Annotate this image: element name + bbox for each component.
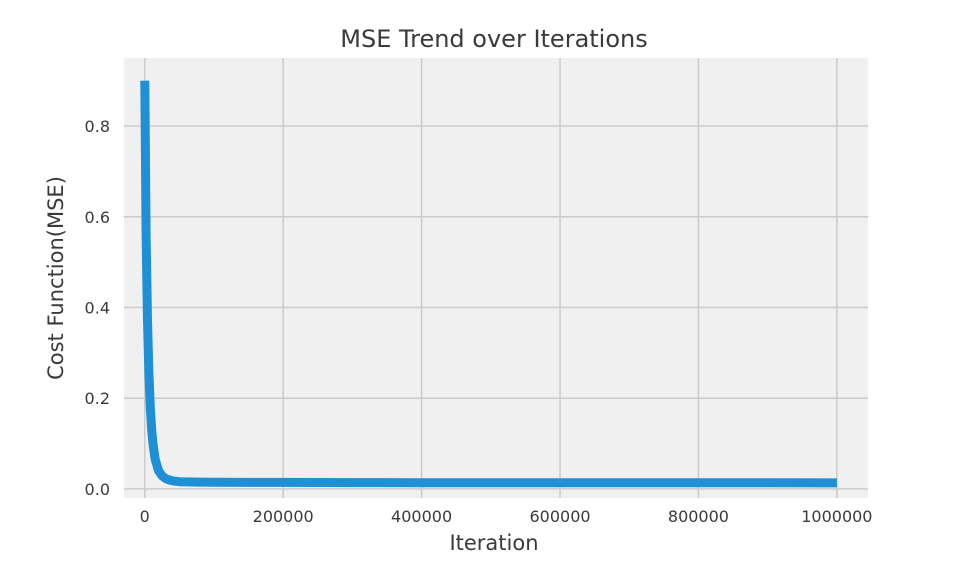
line-series — [140, 80, 837, 488]
x-tick-label: 200000 — [253, 507, 314, 526]
chart-title: MSE Trend over Iterations — [340, 25, 648, 53]
y-tick-label: 0.2 — [85, 389, 110, 408]
y-axis-label: Cost Function(MSE) — [44, 176, 68, 380]
y-tick-label: 0.8 — [85, 117, 110, 136]
tick-labels: 0 200000 400000 600000 800000 1000000 0.0 0.2 0.… — [85, 117, 873, 526]
x-tick-label: 0 — [140, 507, 150, 526]
grid-lines — [124, 58, 868, 498]
x-tick-label: 1000000 — [801, 507, 872, 526]
y-tick-label: 0.4 — [85, 298, 110, 317]
y-tick-label: 0.0 — [85, 480, 110, 499]
x-tick-label: 800000 — [668, 507, 729, 526]
mse-series-line — [140, 80, 837, 488]
x-tick-label: 600000 — [529, 507, 590, 526]
x-tick-label: 400000 — [391, 507, 452, 526]
plot-background — [124, 58, 868, 498]
y-tick-label: 0.6 — [85, 208, 110, 227]
x-axis-label: Iteration — [449, 531, 538, 555]
